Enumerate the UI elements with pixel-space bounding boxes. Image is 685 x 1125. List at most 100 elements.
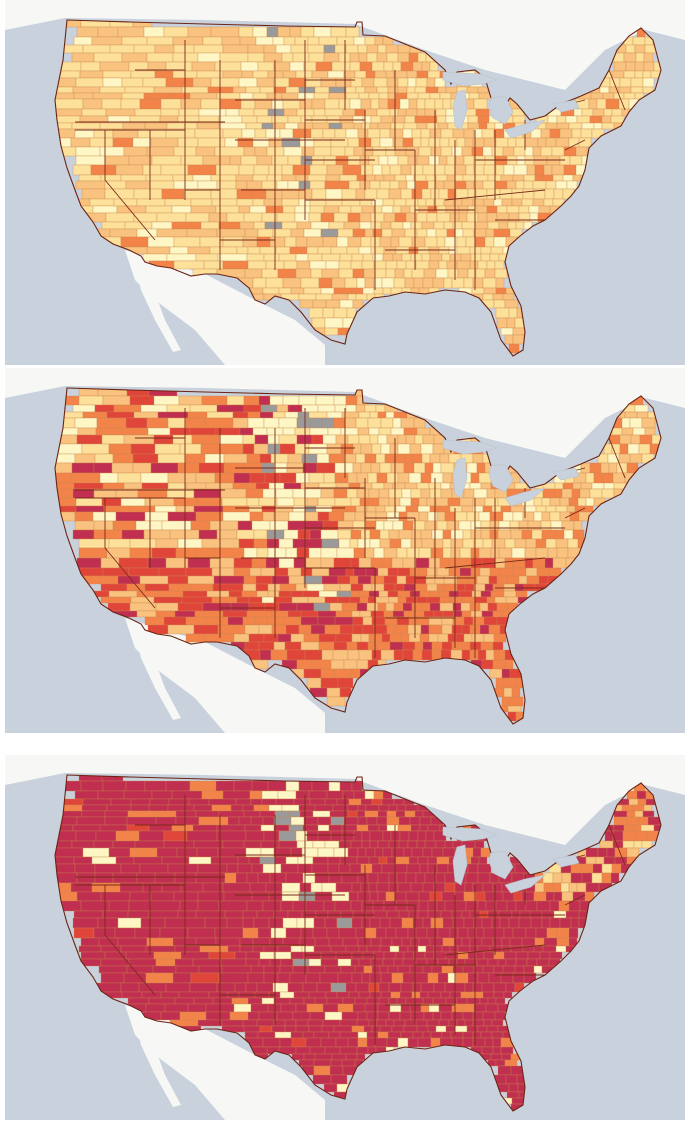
county-cell — [442, 547, 452, 559]
county-cell — [312, 840, 326, 849]
county-cell — [274, 856, 287, 865]
county-cell — [345, 395, 358, 406]
county-cell — [148, 910, 179, 919]
county-cell — [357, 427, 370, 436]
county-cell — [218, 434, 244, 445]
county-cell — [629, 417, 643, 429]
county-cell — [561, 488, 573, 499]
county-cell — [189, 780, 217, 792]
county-cell — [377, 122, 392, 130]
county-cell — [370, 246, 385, 255]
county-cell — [224, 910, 244, 919]
county-cell — [80, 61, 101, 72]
county-cell — [329, 602, 343, 612]
county-cell — [532, 146, 542, 157]
county-cell — [76, 434, 103, 445]
county-cell — [524, 547, 537, 559]
county-cell — [175, 547, 197, 559]
county-cell — [240, 155, 258, 166]
county-cell — [150, 891, 175, 902]
county-cell — [367, 872, 379, 884]
county-cell — [590, 92, 604, 100]
county-cell — [412, 453, 423, 464]
county-cell — [613, 810, 628, 818]
county-cell — [505, 958, 517, 967]
county-cell — [536, 900, 551, 912]
county-cell — [310, 268, 323, 279]
county-cell — [219, 443, 244, 455]
county-cell — [289, 972, 307, 984]
county-cell — [314, 872, 330, 884]
county-cell — [398, 910, 410, 919]
county-cell — [396, 804, 407, 812]
state-boundary — [104, 498, 156, 609]
county-cell — [454, 511, 468, 522]
county-cell — [601, 863, 613, 874]
county-cell — [412, 649, 423, 661]
county-cell — [390, 830, 401, 842]
county-cell — [100, 583, 128, 592]
county-cell — [395, 453, 406, 464]
county-cell — [390, 427, 405, 436]
county-cell — [328, 453, 345, 464]
us-county-map-mid — [5, 368, 685, 733]
county-cell — [405, 997, 416, 1005]
county-cell — [190, 520, 211, 531]
county-cell — [126, 824, 150, 832]
county-cell — [194, 610, 224, 618]
county-cell — [75, 830, 97, 842]
county-cell — [304, 649, 323, 661]
county-cell — [426, 583, 438, 592]
county-cell — [375, 404, 386, 413]
canada-land — [5, 755, 685, 845]
county-cell — [328, 937, 344, 947]
county-cell — [479, 997, 489, 1005]
county-cell — [226, 395, 245, 406]
county-cell — [80, 780, 104, 792]
county-cell — [76, 26, 99, 38]
county-cell — [201, 790, 224, 800]
county-cell — [315, 61, 333, 72]
county-cell — [246, 610, 259, 618]
county-cell — [134, 927, 161, 939]
county-cell — [487, 997, 497, 1005]
county-cell — [435, 174, 448, 182]
county-cell — [282, 427, 296, 436]
county-cell — [461, 596, 476, 604]
county-cell — [356, 472, 369, 484]
county-cell — [293, 557, 307, 569]
county-cell — [281, 52, 294, 63]
county-cell — [343, 453, 357, 464]
county-cell — [414, 575, 427, 585]
county-cell — [599, 86, 610, 94]
county-cell — [174, 997, 195, 1005]
county-cell — [123, 972, 147, 984]
county-cell — [387, 98, 401, 110]
county-cell — [252, 174, 268, 182]
county-cell — [503, 590, 517, 598]
county-cell — [331, 61, 351, 72]
county-cell — [154, 443, 181, 455]
county-cell — [326, 443, 342, 455]
county-cell — [442, 847, 456, 858]
county-cell — [276, 180, 289, 190]
county-cell — [324, 798, 338, 806]
county-cell — [396, 547, 408, 559]
county-cell — [484, 583, 494, 592]
county-cell — [395, 900, 408, 912]
county-cell — [169, 246, 189, 255]
county-cell — [493, 991, 505, 999]
county-cell — [472, 453, 484, 464]
county-cell — [379, 128, 391, 139]
county-cell — [101, 98, 122, 110]
county-cell — [156, 228, 188, 238]
county-cell — [290, 590, 304, 598]
county-cell — [442, 98, 452, 110]
county-cell — [362, 583, 373, 592]
county-cell — [308, 443, 328, 455]
county-cell — [303, 997, 316, 1005]
county-cell — [436, 900, 446, 912]
county-cell — [303, 951, 322, 960]
county-cell — [232, 411, 249, 419]
county-cell — [153, 395, 180, 406]
